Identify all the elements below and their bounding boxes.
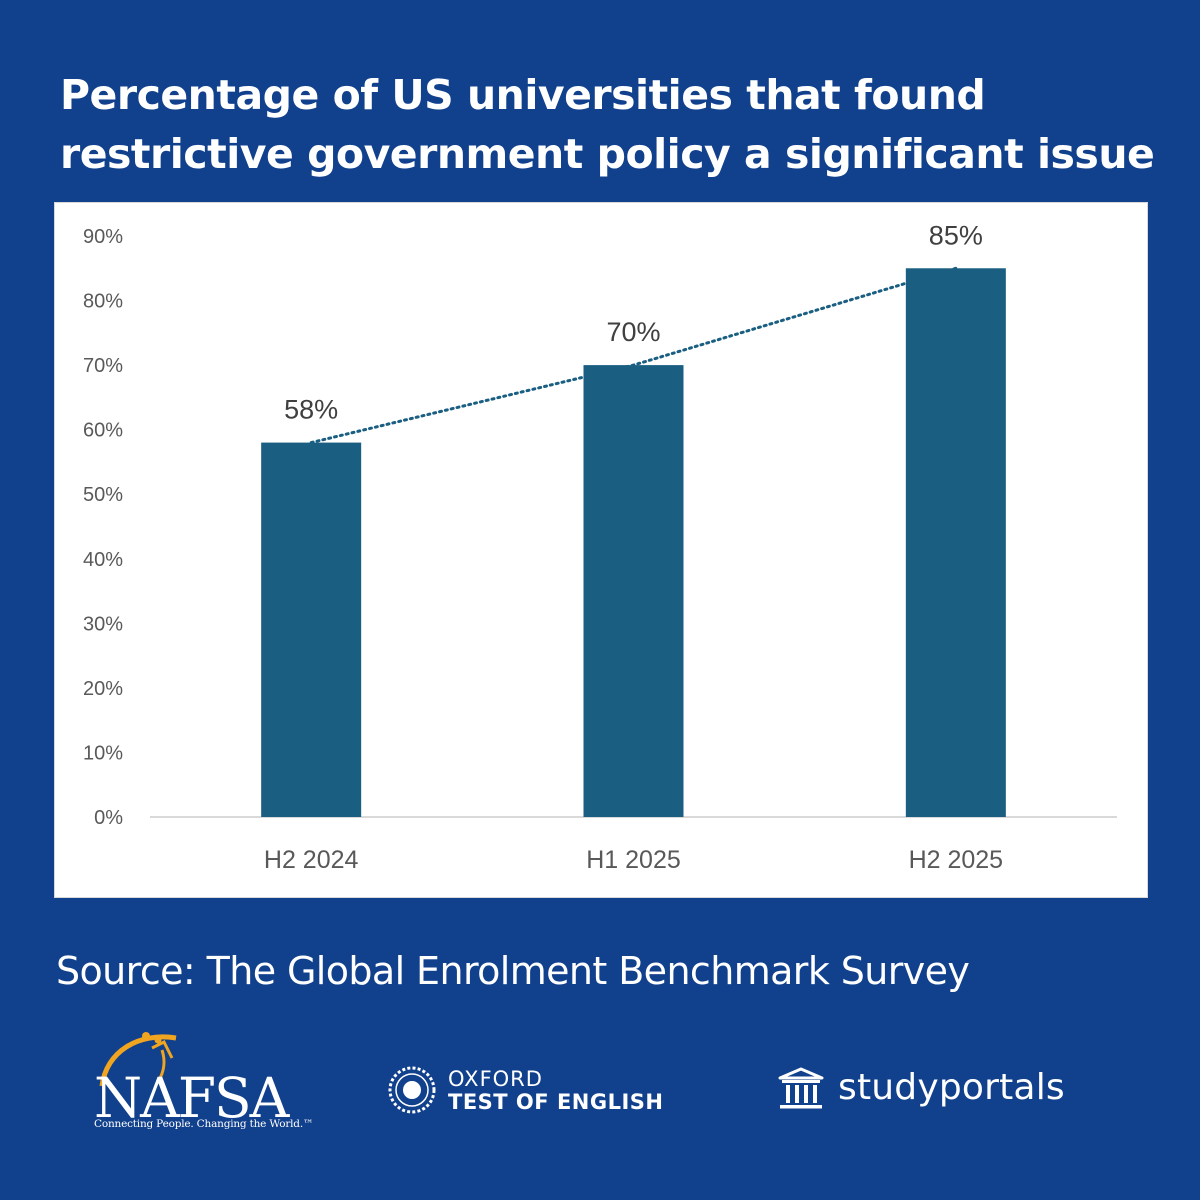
y-tick-label: 40% [83, 549, 123, 571]
nafsa-tagline: Connecting People. Changing the World.™ [94, 1118, 314, 1130]
oxford-test-of-english-logo: OXFORD TEST OF ENGLISH [386, 1064, 686, 1116]
nafsa-swoosh-icon [99, 1032, 177, 1087]
trendline [309, 266, 958, 445]
chart-panel: 0% 10% 20% 30% 40% 50% 60% 70% 80% 90% 58% H2 2024 7… [54, 202, 1148, 898]
x-tick-label: H2 2024 [264, 846, 359, 874]
bar [261, 442, 362, 817]
bar [583, 365, 684, 817]
bar-chart: 0% 10% 20% 30% 40% 50% 60% 70% 80% 90% 58% H2 2024 7… [83, 220, 1117, 874]
chart-title: Percentage of US universities that found… [60, 66, 1160, 184]
y-tick-label: 80% [83, 291, 123, 313]
y-tick-label: 70% [83, 355, 123, 377]
y-tick-label: 20% [83, 678, 123, 700]
nafsa-logo: NAFSA Connecting People. Changing the Wo… [92, 1028, 313, 1138]
data-label: 70% [606, 317, 660, 347]
oxford-line-2: TEST OF ENGLISH [448, 1090, 664, 1114]
y-tick-label: 10% [83, 742, 123, 764]
oxford-seal-icon [388, 1066, 436, 1114]
chart-title-line-1: Percentage of US universities that found [60, 71, 986, 119]
y-tick-label: 60% [83, 420, 123, 442]
bar [905, 268, 1006, 817]
data-label: 58% [284, 395, 338, 425]
studyportals-wordmark: studyportals [838, 1067, 1065, 1108]
data-label: 85% [929, 220, 983, 250]
y-tick-label: 50% [83, 484, 123, 506]
x-tick-label: H1 2025 [586, 846, 681, 874]
oxford-line-1: OXFORD [448, 1067, 543, 1091]
nafsa-wordmark: NAFSA [94, 1066, 289, 1130]
y-tick-label: 90% [83, 226, 123, 248]
source-note: Source: The Global Enrolment Benchmark S… [56, 949, 970, 993]
y-tick-label: 0% [94, 807, 123, 829]
studyportals-building-icon [778, 1067, 824, 1109]
chart-title-line-2: restrictive government policy a signific… [60, 130, 1155, 178]
y-tick-label: 30% [83, 613, 123, 635]
x-tick-label: H2 2025 [909, 846, 1004, 874]
studyportals-logo: studyportals [776, 1064, 1106, 1114]
